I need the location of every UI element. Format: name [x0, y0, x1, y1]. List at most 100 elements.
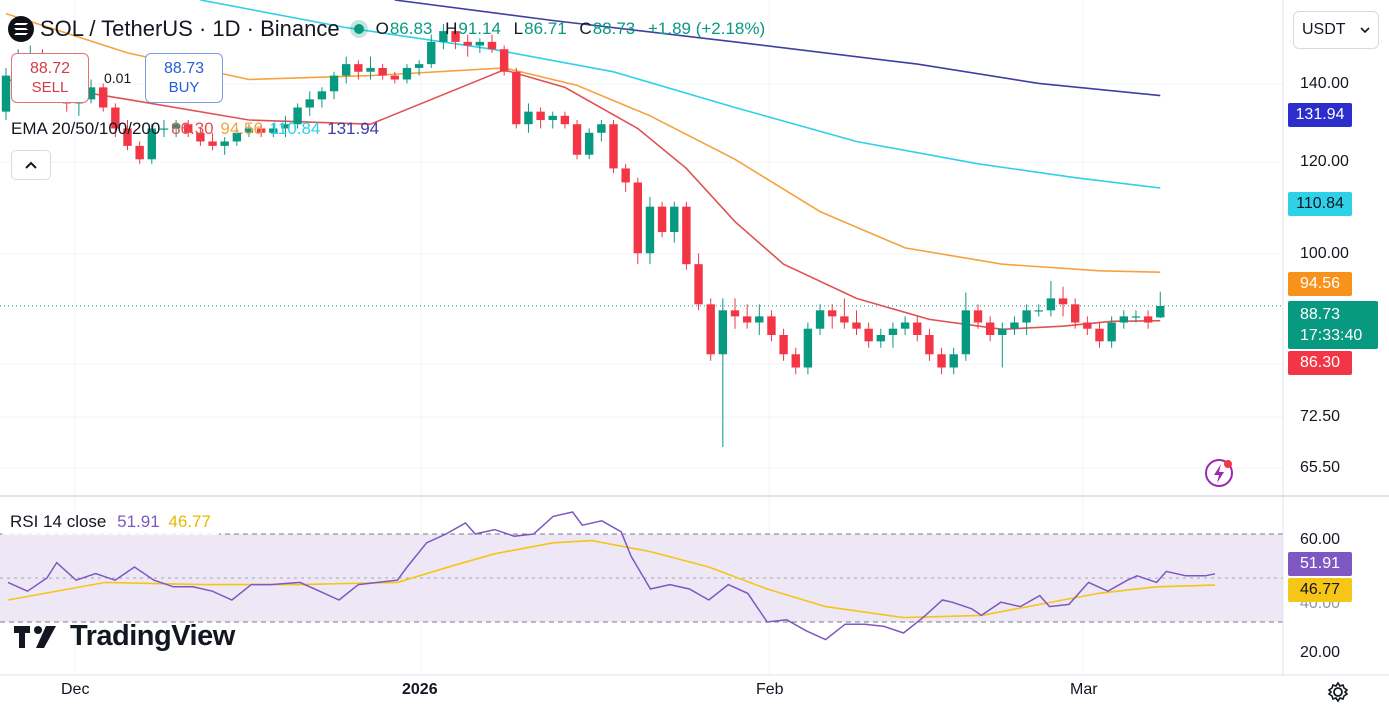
rsi-legend-ma: 46.77 — [168, 512, 211, 531]
candle-body — [111, 107, 120, 129]
lightning-icon[interactable] — [1204, 458, 1234, 488]
candle-body — [123, 128, 132, 146]
ema-legend[interactable]: EMA 20/50/100/200 86.30 94.56 110.84 131… — [11, 119, 379, 139]
candle-body — [548, 115, 557, 120]
candle-body — [645, 206, 655, 254]
pane-dividers — [0, 0, 1389, 676]
ohlc-close-label: C — [579, 19, 592, 38]
chevron-down-icon — [1360, 27, 1370, 34]
ohlc-change: +1.89 (+2.18%) — [647, 19, 766, 38]
gear-icon[interactable] — [1327, 681, 1349, 703]
sell-label: SELL — [31, 79, 69, 96]
candle-body — [572, 124, 582, 155]
symbol-title[interactable]: SOL / TetherUS · 1D · Binance — [40, 16, 340, 41]
candle-body — [864, 328, 873, 342]
candle-body — [1058, 298, 1068, 305]
ema-lines — [5, 0, 1161, 331]
candle-body — [961, 310, 971, 355]
ohlc-high: 91.14 — [458, 19, 501, 38]
tradingview-logo[interactable]: TradingView — [14, 620, 235, 653]
ema100-tag: 110.84 — [1288, 192, 1352, 216]
rsi-axis-label: 60.00 — [1300, 531, 1341, 548]
time-axis-label: Feb — [756, 681, 784, 698]
candle-body — [682, 206, 691, 265]
ohlc-high-label: H — [445, 19, 458, 38]
ema20-line — [5, 68, 1161, 331]
buy-label: BUY — [168, 79, 200, 96]
candle-body — [791, 354, 800, 368]
candle-body — [86, 87, 96, 100]
rsi-tag: 51.91 — [1288, 552, 1352, 576]
candle-body — [718, 310, 728, 355]
candle-body — [937, 354, 946, 368]
candle-body — [706, 304, 715, 355]
candle-body — [852, 322, 861, 329]
price-axis-label: 72.50 — [1300, 408, 1341, 425]
candle-body — [985, 322, 995, 335]
collapse-legend-button[interactable] — [11, 150, 51, 180]
sell-button[interactable]: 88.72 SELL — [11, 53, 89, 103]
currency-select[interactable]: USDT — [1293, 11, 1379, 49]
candle-body — [1131, 316, 1141, 318]
price-axis-label: 65.50 — [1300, 459, 1341, 476]
rsi-ma-line — [7, 539, 1216, 619]
candle-body — [828, 310, 837, 317]
candle-body — [913, 322, 922, 335]
candle-body — [609, 124, 618, 169]
candle-body — [402, 67, 412, 80]
candle-body — [973, 310, 983, 323]
last-price-tag: 88.73 17:33:40 — [1288, 301, 1378, 349]
candle-body — [147, 128, 156, 160]
ema-legend-label: EMA 20/50/100/200 — [11, 119, 161, 138]
ema50-line — [5, 12, 1161, 273]
candle-body — [998, 328, 1007, 335]
ohlc-low-label: L — [513, 19, 524, 38]
price-axis-label: 120.00 — [1300, 153, 1349, 170]
candle-body — [475, 41, 485, 46]
candle-body — [925, 334, 934, 355]
last-price: 88.73 — [1300, 306, 1341, 323]
candle-body — [171, 124, 181, 129]
candle-body — [232, 132, 242, 142]
rsi-legend-label: RSI 14 close — [10, 512, 107, 531]
candle-body — [220, 141, 229, 146]
candle-body — [293, 107, 302, 125]
candle-body — [1022, 310, 1031, 323]
candle-body — [305, 99, 314, 108]
candle-body — [876, 334, 885, 342]
candle-body — [1010, 322, 1019, 329]
candle-body — [803, 328, 813, 368]
candle-body — [427, 41, 436, 65]
candle-body — [1083, 322, 1092, 329]
solana-logo-icon — [8, 16, 34, 42]
rsi-line — [7, 511, 1216, 641]
candle-body — [840, 316, 849, 323]
price-axis-label: 100.00 — [1300, 245, 1349, 262]
time-axis-label: Dec — [61, 681, 90, 698]
candle-body — [621, 168, 630, 183]
rsi-legend[interactable]: RSI 14 close 51.91 46.77 — [2, 509, 219, 535]
candle-body — [1046, 298, 1056, 311]
ohlc-open-label: O — [375, 19, 389, 38]
candle-body — [244, 128, 254, 133]
candle-body — [633, 182, 642, 254]
candle-body — [366, 67, 375, 72]
candle-body — [463, 41, 472, 46]
ema100-value: 110.84 — [269, 119, 321, 138]
candle-body — [755, 316, 764, 323]
candle-body — [135, 145, 144, 160]
candle-body — [281, 124, 290, 129]
buy-button[interactable]: 88.73 BUY — [145, 53, 223, 103]
candle-body — [524, 111, 533, 125]
candle-body — [159, 128, 169, 130]
currency-selected: USDT — [1302, 21, 1346, 38]
candle-body — [1095, 328, 1104, 342]
candle-body — [815, 310, 825, 329]
candle-body — [1156, 305, 1165, 318]
candle-body — [670, 206, 679, 233]
candle-body — [657, 206, 667, 233]
candle-body — [329, 75, 339, 92]
candle-body — [499, 49, 509, 72]
candle-body — [597, 124, 606, 133]
